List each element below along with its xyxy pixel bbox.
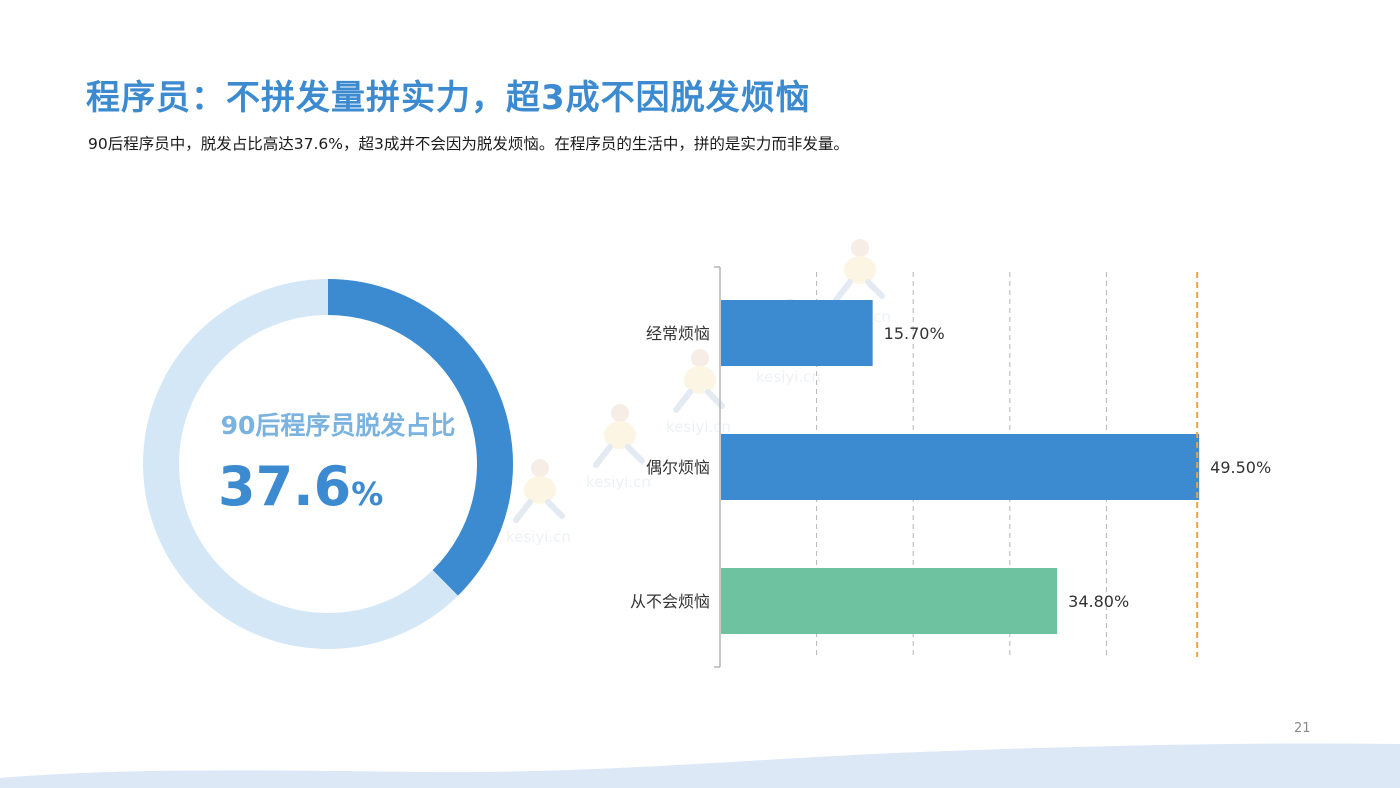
bar: [721, 300, 873, 366]
bar: [721, 434, 1200, 500]
donut-value: 37.6%: [218, 455, 383, 518]
category-label: 偶尔烦恼: [646, 458, 710, 477]
donut-title: 90后程序员脱发占比: [221, 411, 456, 440]
watermark-figure: kesiyi.cn: [506, 459, 571, 546]
bars-group: 经常烦恼 15.70% 偶尔烦恼 49.50% 从不会烦恼 34.80%: [630, 300, 1271, 634]
bar-value-label: 34.80%: [1068, 592, 1129, 611]
page-title: 程序员：不拼发量拼实力，超3成不因脱发烦恼: [86, 78, 811, 118]
watermark-figure: kesiyi.cn: [666, 349, 731, 436]
page-subtitle: 90后程序员中，脱发占比高达37.6%，超3成并不会因为脱发烦恼。在程序员的生活…: [88, 135, 849, 153]
bar-chart: 经常烦恼 15.70% 偶尔烦恼 49.50% 从不会烦恼 34.80%: [630, 266, 1271, 668]
donut-value-arc: [327, 279, 513, 596]
donut-value-unit: %: [351, 475, 383, 513]
bar-value-label: 49.50%: [1210, 458, 1271, 477]
bar: [721, 568, 1058, 634]
watermark-text: kesiyi.cn: [506, 528, 571, 546]
watermark-text: kesiyi.cn: [586, 473, 651, 491]
category-label: 经常烦恼: [646, 324, 710, 343]
category-label: 从不会烦恼: [630, 592, 710, 611]
bar-value-label: 15.70%: [884, 324, 945, 343]
donut-chart: 90后程序员脱发占比 37.6%: [143, 279, 513, 649]
page-number: 21: [1294, 721, 1311, 736]
watermark-text: kesiyi.cn: [756, 368, 821, 386]
watermark-text: kesiyi.cn: [666, 418, 731, 436]
bottom-wave-decoration: [0, 743, 1400, 788]
donut-value-number: 37.6: [218, 455, 351, 518]
watermark-figure: kesiyi.cn: [586, 404, 651, 491]
